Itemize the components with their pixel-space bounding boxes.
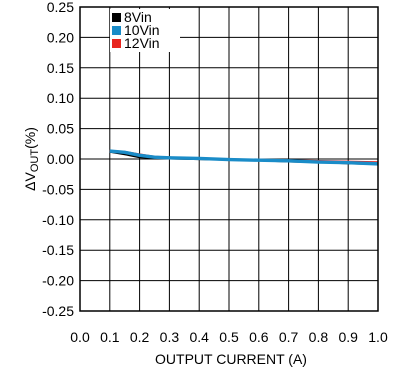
x-tick-label: 0.1 (100, 329, 120, 345)
y-axis-label: ΔVOUT(%) (22, 127, 41, 191)
y-axis-label-suffix: (%) (22, 127, 38, 149)
y-tick-label: 0.25 (47, 0, 74, 15)
x-axis-label: OUTPUT CURRENT (A) (155, 351, 307, 367)
x-tick-label: 0.9 (338, 329, 358, 345)
y-tick-label: 0.20 (47, 29, 74, 45)
legend-swatch (112, 26, 121, 35)
legend-label: 10Vin (124, 22, 160, 38)
x-tick-label: 0.0 (70, 329, 90, 345)
y-tick-labels: 0.25 0.20 0.15 0.10 0.05 0.00 -0.05 -0.10 -0.15 -… (42, 0, 74, 319)
series-line-10vin (109, 149, 379, 166)
y-axis-label-subscript: OUT (29, 149, 41, 173)
x-tick-label: 0.5 (219, 329, 239, 345)
series-layer (109, 149, 379, 166)
y-tick-label: 0.15 (47, 60, 74, 76)
y-tick-label: 0.00 (47, 151, 74, 167)
legend-swatch (112, 39, 121, 48)
legend-label: 12Vin (124, 35, 160, 51)
y-tick-label: 0.05 (47, 121, 74, 137)
x-tick-label: 0.3 (160, 329, 180, 345)
y-tick-label: -0.05 (42, 181, 74, 197)
y-axis-label-prefix: ΔV (22, 172, 38, 191)
x-tick-label: 0.6 (249, 329, 269, 345)
y-tick-label: -0.20 (42, 273, 74, 289)
y-tick-label: -0.10 (42, 212, 74, 228)
x-tick-label: 0.7 (279, 329, 299, 345)
y-tick-label: -0.25 (42, 303, 74, 319)
legend-swatch (112, 13, 121, 22)
x-tick-label: 0.4 (189, 329, 209, 345)
y-tick-label: 0.10 (47, 90, 74, 106)
x-tick-labels: 0.0 0.1 0.2 0.3 0.4 0.5 0.6 0.7 0.8 0.9 1.0 (70, 329, 388, 345)
x-tick-label: 0.2 (130, 329, 150, 345)
x-tick-label: 1.0 (368, 329, 388, 345)
plot-area-frame (79, 6, 379, 312)
x-tick-label: 0.8 (309, 329, 329, 345)
legend-background (110, 9, 180, 52)
legend-label: 8Vin (124, 9, 152, 25)
y-tick-label: -0.15 (42, 242, 74, 258)
